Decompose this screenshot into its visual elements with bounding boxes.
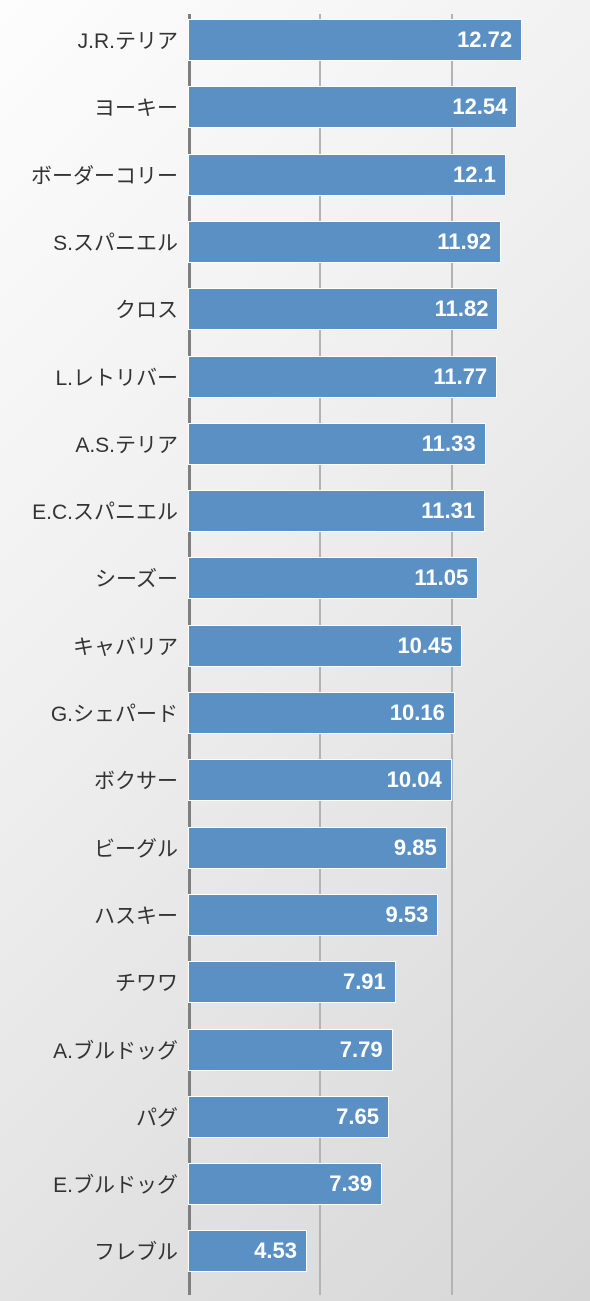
category-label: パグ xyxy=(136,1102,178,1132)
bar-value-label: 9.85 xyxy=(394,835,437,861)
bar-row: 9.85 xyxy=(188,827,582,869)
bar-row: 9.53 xyxy=(188,894,582,936)
bar-row: 7.79 xyxy=(188,1029,582,1071)
category-label: キャバリア xyxy=(73,631,178,661)
category-label: A.S.テリア xyxy=(75,429,178,459)
category-label: ボーダーコリー xyxy=(31,160,178,190)
category-label: ボクサー xyxy=(94,765,178,795)
bar-value-label: 9.53 xyxy=(386,902,429,928)
category-label: J.R.テリア xyxy=(78,25,178,55)
bar-row: 11.33 xyxy=(188,423,582,465)
bar-row: 12.54 xyxy=(188,86,582,128)
bar-value-label: 7.91 xyxy=(343,969,386,995)
bar-value-label: 7.79 xyxy=(340,1037,383,1063)
category-label: S.スパニエル xyxy=(53,227,178,257)
category-label: ビーグル xyxy=(94,833,178,863)
plot-area: 12.72 12.54 12.1 11.92 11.82 11.77 11.33 11.31 1… xyxy=(188,14,582,1295)
bar-value-label: 7.65 xyxy=(336,1104,379,1130)
bar-row: 12.72 xyxy=(188,19,582,61)
bar-row: 11.82 xyxy=(188,288,582,330)
bar-value-label: 10.04 xyxy=(387,767,442,793)
bar-row: 7.39 xyxy=(188,1163,582,1205)
bar-value-label: 4.53 xyxy=(254,1238,297,1264)
category-label: チワワ xyxy=(115,967,178,997)
bar-row: 10.45 xyxy=(188,625,582,667)
category-label: A.ブルドッグ xyxy=(53,1035,178,1065)
bar-row: 7.65 xyxy=(188,1096,582,1138)
bar-row: 10.16 xyxy=(188,692,582,734)
category-label: ハスキー xyxy=(94,900,178,930)
bar-value-label: 12.72 xyxy=(457,27,512,53)
category-label: クロス xyxy=(115,294,178,324)
category-label: シーズー xyxy=(95,563,178,593)
bar-value-label: 12.1 xyxy=(453,162,496,188)
bar-value-label: 11.05 xyxy=(414,565,468,591)
bar-value-label: 11.77 xyxy=(433,364,487,390)
bar-value-label: 10.16 xyxy=(390,700,445,726)
category-label: G.シェパード xyxy=(51,698,178,728)
bar-value-label: 12.54 xyxy=(452,94,507,120)
bar-row: 4.53 xyxy=(188,1230,582,1272)
bar-row: 11.92 xyxy=(188,221,582,263)
bar-value-label: 11.33 xyxy=(422,431,476,457)
bar-row: 12.1 xyxy=(188,154,582,196)
category-label: ヨーキー xyxy=(94,92,178,122)
category-label: E.C.スパニエル xyxy=(32,496,178,526)
bar-row: 11.31 xyxy=(188,490,582,532)
bar-value-label: 11.82 xyxy=(435,296,489,322)
horizontal-bar-chart: 12.72 12.54 12.1 11.92 11.82 11.77 11.33 11.31 1… xyxy=(0,0,590,1301)
bar-value-label: 10.45 xyxy=(397,633,452,659)
bar-value-label: 7.39 xyxy=(329,1171,372,1197)
category-label: フレブル xyxy=(94,1236,178,1266)
bar-row: 7.91 xyxy=(188,961,582,1003)
bar-row: 10.04 xyxy=(188,759,582,801)
category-label: E.ブルドッグ xyxy=(53,1169,178,1199)
bar-value-label: 11.31 xyxy=(421,498,475,524)
bar-row: 11.77 xyxy=(188,356,582,398)
bar-row: 11.05 xyxy=(188,557,582,599)
bar-value-label: 11.92 xyxy=(437,229,491,255)
category-label: L.レトリバー xyxy=(55,362,178,392)
